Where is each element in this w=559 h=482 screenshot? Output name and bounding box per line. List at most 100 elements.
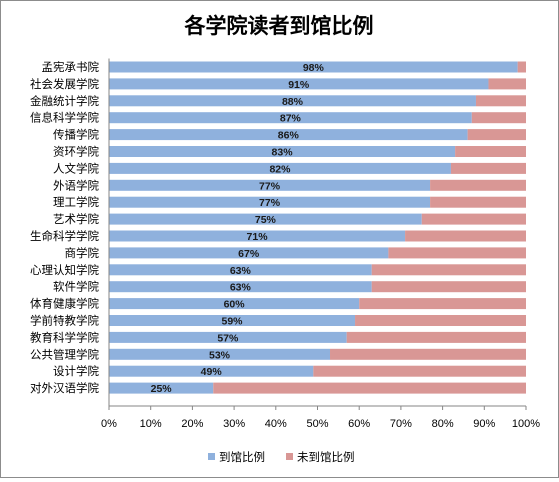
category-label-8: 理工学院: [53, 195, 99, 209]
data-label-3: 87%: [280, 113, 302, 125]
x-tick-label-4: 40%: [265, 418, 287, 430]
category-label-6: 人文学院: [53, 161, 99, 175]
category-label-19: 对外汉语学院: [30, 381, 99, 395]
bar-visited-3: [109, 112, 472, 124]
data-label-17: 53%: [209, 349, 231, 361]
data-label-11: 67%: [238, 248, 260, 260]
bar-not-visited-8: [430, 196, 526, 208]
bar-not-visited-19: [213, 382, 526, 394]
bar-visited-1: [109, 78, 489, 90]
data-label-2: 88%: [282, 96, 304, 108]
legend: 到馆比例 未到馆比例: [208, 450, 355, 464]
data-label-0: 98%: [303, 62, 325, 74]
x-tick-label-0: 0%: [101, 418, 117, 430]
bar-not-visited-10: [405, 230, 526, 242]
chart-title: 各学院读者到馆比例: [184, 14, 374, 38]
category-label-10: 生命科学学院: [30, 229, 99, 243]
x-tick-label-10: 100%: [512, 418, 540, 430]
bar-visited-7: [109, 179, 431, 191]
category-label-17: 公共管理学院: [30, 347, 99, 361]
bar-not-visited-18: [313, 365, 526, 377]
category-label-11: 商学院: [65, 246, 100, 260]
data-label-15: 59%: [222, 316, 244, 328]
bar-visited-14: [109, 298, 360, 310]
legend-label-0: 到馆比例: [219, 450, 265, 464]
x-tick-label-2: 20%: [181, 418, 203, 430]
legend-swatch-1: [286, 453, 293, 460]
bars-group: 98% 91% 88% 87% 86% 83% 82% 77% 77% 75% 71% 67% 63% 6…: [109, 61, 526, 395]
bar-not-visited-0: [517, 61, 526, 73]
bar-visited-5: [109, 146, 456, 157]
x-tick-label-3: 30%: [223, 418, 245, 430]
x-axis: 0% 10% 20% 30% 40% 50% 60% 70% 80% 90% 100%: [101, 58, 540, 430]
bar-visited-10: [109, 230, 406, 242]
legend-swatch-0: [208, 453, 215, 460]
bar-not-visited-6: [450, 162, 526, 174]
bar-visited-18: [109, 365, 314, 377]
bar-not-visited-13: [371, 281, 526, 293]
bar-visited-12: [109, 264, 372, 276]
category-label-5: 资环学院: [53, 145, 99, 159]
bar-not-visited-5: [455, 146, 526, 157]
x-tick-label-5: 50%: [306, 418, 328, 430]
category-label-1: 社会发展学院: [30, 77, 99, 91]
data-label-5: 83%: [272, 147, 294, 159]
bar-not-visited-14: [359, 298, 526, 310]
bar-visited-17: [109, 348, 331, 360]
bar-visited-13: [109, 281, 372, 293]
bar-visited-19: [109, 382, 214, 394]
bar-visited-16: [109, 331, 347, 343]
data-label-13: 63%: [230, 282, 252, 294]
bar-not-visited-17: [330, 348, 526, 360]
bar-visited-8: [109, 196, 431, 208]
x-tick-label-7: 70%: [390, 418, 412, 430]
x-tick-label-6: 60%: [348, 418, 370, 430]
bar-visited-11: [109, 247, 389, 259]
bar-not-visited-9: [421, 213, 526, 225]
bar-visited-6: [109, 162, 451, 174]
category-label-3: 信息科学学院: [30, 111, 99, 125]
bar-visited-2: [109, 95, 476, 107]
category-label-16: 教育科学学院: [30, 330, 99, 344]
bar-visited-15: [109, 315, 356, 326]
category-label-4: 传播学院: [53, 128, 99, 142]
data-label-19: 25%: [151, 383, 173, 395]
bar-not-visited-11: [388, 247, 526, 259]
bar-visited-0: [109, 61, 518, 73]
category-label-9: 艺术学院: [53, 212, 99, 226]
category-label-14: 体育健康学院: [30, 297, 99, 311]
bar-not-visited-2: [475, 95, 526, 107]
category-label-13: 软件学院: [53, 280, 99, 294]
data-label-4: 86%: [278, 130, 300, 142]
category-label-0: 孟宪承书院: [42, 60, 100, 74]
data-label-12: 63%: [230, 265, 252, 277]
bar-visited-9: [109, 213, 422, 225]
bar-not-visited-4: [467, 129, 526, 141]
category-label-7: 外语学院: [53, 178, 99, 192]
data-label-16: 57%: [217, 332, 239, 344]
category-label-15: 学前特教学院: [30, 314, 99, 328]
x-tick-label-9: 90%: [473, 418, 495, 430]
x-tick-label-1: 10%: [140, 418, 162, 430]
bar-not-visited-1: [488, 78, 526, 90]
category-label-12: 心理认知学院: [30, 263, 99, 277]
data-label-1: 91%: [288, 79, 310, 91]
bar-not-visited-7: [430, 179, 526, 191]
category-labels-group: 孟宪承书院社会发展学院金融统计学院信息科学学院传播学院资环学院人文学院外语学院理…: [30, 60, 99, 395]
bar-not-visited-15: [355, 315, 526, 326]
bar-not-visited-16: [346, 331, 526, 343]
data-label-6: 82%: [269, 163, 291, 175]
data-label-8: 77%: [259, 197, 281, 209]
data-label-18: 49%: [201, 366, 223, 378]
x-tick-label-8: 80%: [432, 418, 454, 430]
data-label-10: 71%: [247, 231, 269, 243]
legend-label-1: 未到馆比例: [297, 450, 355, 464]
bar-not-visited-12: [371, 264, 526, 276]
data-label-9: 75%: [255, 214, 277, 226]
bar-visited-4: [109, 129, 468, 141]
category-label-2: 金融统计学院: [30, 94, 99, 108]
bar-not-visited-3: [471, 112, 526, 124]
data-label-7: 77%: [259, 180, 281, 192]
category-label-18: 设计学院: [53, 364, 99, 378]
